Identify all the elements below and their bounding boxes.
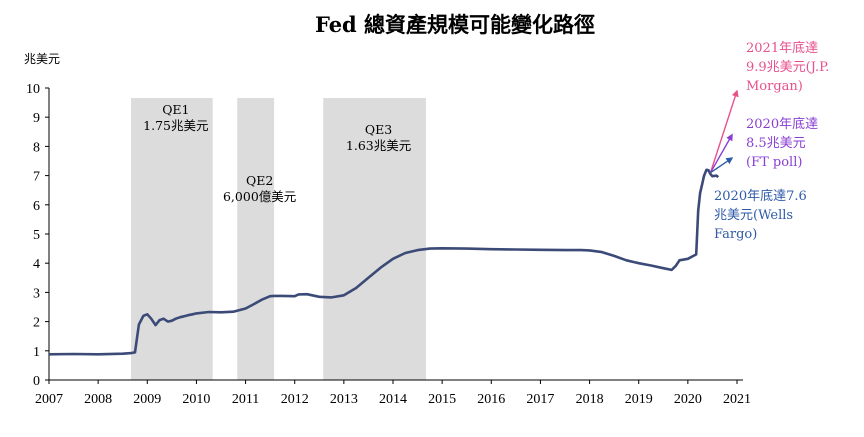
x-tick-label: 2008 [84,392,112,407]
x-tick-label: 2019 [625,392,653,407]
x-tick-label: 2013 [330,392,358,407]
forecast-label: 9.9兆美元(J.P. [746,60,829,75]
x-tick-label: 2009 [133,392,161,407]
qe-shaded-period [237,98,275,380]
y-tick-label: 7 [33,170,40,185]
forecast-label: 兆美元(Wells [714,208,793,223]
y-tick-label: 8 [33,140,40,155]
forecast-label: 2021年底達 [746,40,818,56]
x-tick-label: 2021 [723,392,751,407]
forecast-label: (FT poll) [746,155,802,170]
y-tick-label: 6 [33,199,40,214]
fed-assets-line [48,168,720,356]
qe-amount-label: 1.75兆美元 [143,118,208,133]
series-layer [48,168,720,356]
forecast-label: 2020年底達7.6 [714,188,807,204]
qe-shaded-period [323,98,426,380]
forecast-label: Morgan) [746,79,803,94]
qe-name-label: QE2 [246,173,273,188]
qe-shaded-periods [131,98,426,380]
y-tick-label: 3 [33,286,40,301]
qe-amount-label: 6,000億美元 [223,189,296,204]
x-tick-label: 2011 [232,392,259,407]
forecast-label: 2020年底達 [746,116,818,132]
chart-title: Fed 總資產規模可能變化路徑 [315,12,595,37]
qe-shaded-period [131,98,213,380]
qe-amount-label: 1.63兆美元 [346,138,411,153]
y-tick-label: 0 [33,374,40,389]
x-tick-label: 2015 [428,392,456,407]
forecast-label: Fargo) [714,227,757,242]
x-tick-label: 2014 [379,392,407,407]
x-tick-label: 2007 [35,392,63,407]
forecast-label: 8.5兆美元 [746,136,806,151]
y-tick-label: 5 [33,228,40,243]
y-tick-label: 4 [33,257,40,272]
y-tick-label: 2 [33,316,40,331]
qe-name-label: QE3 [365,122,392,137]
forecast-annotations: 2021年底達 9.9兆美元(J.P. Morgan) 2020年底達 8.5兆美元 (F… [709,40,829,242]
x-tick-label: 2012 [281,392,309,407]
x-tick-label: 2020 [674,392,702,407]
forecast-arrow [710,157,734,174]
y-tick-label: 1 [33,345,40,360]
forecast-arrow [709,89,739,173]
y-tick-label: 9 [33,111,40,126]
y-tick-label: 10 [26,82,40,97]
x-tick-label: 2010 [182,392,210,407]
qe-name-label: QE1 [162,102,189,117]
forecast-arrow [709,133,733,174]
x-tick-label: 2017 [526,392,554,407]
x-tick-label: 2016 [477,392,505,407]
axes: 0 1 2 3 4 5 6 7 8 9 10 2007 2008 2009 2010 2011 2012 2013… [26,82,751,407]
y-axis-unit-label: 兆美元 [24,52,60,66]
x-tick-label: 2018 [576,392,604,407]
